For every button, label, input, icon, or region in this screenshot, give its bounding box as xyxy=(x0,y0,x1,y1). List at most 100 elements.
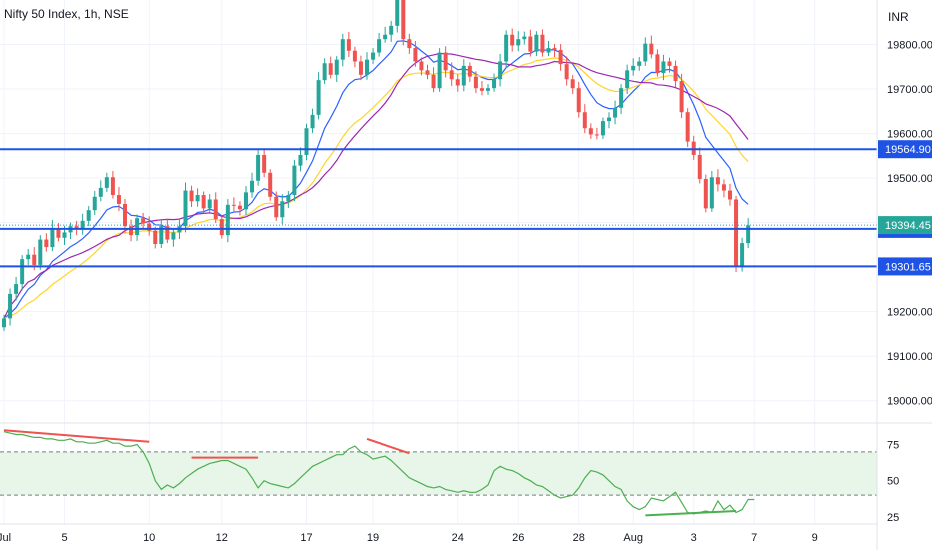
candle-body[interactable] xyxy=(740,243,745,267)
candle-body[interactable] xyxy=(667,61,672,66)
candle-body[interactable] xyxy=(613,107,618,118)
candle-body[interactable] xyxy=(340,39,345,60)
candle-body[interactable] xyxy=(98,187,103,197)
candle-body[interactable] xyxy=(147,223,152,231)
candle-body[interactable] xyxy=(661,61,666,74)
candle-body[interactable] xyxy=(56,227,61,238)
candle-body[interactable] xyxy=(62,232,67,238)
candle-body[interactable] xyxy=(679,81,684,113)
candle-body[interactable] xyxy=(225,204,230,236)
candle-body[interactable] xyxy=(377,39,382,53)
candle-body[interactable] xyxy=(728,190,732,200)
candle-body[interactable] xyxy=(274,196,279,218)
candle-body[interactable] xyxy=(171,232,176,240)
candle-body[interactable] xyxy=(625,70,630,89)
candle-body[interactable] xyxy=(607,117,611,122)
candle-body[interactable] xyxy=(383,34,388,40)
candles[interactable] xyxy=(2,0,751,331)
candle-body[interactable] xyxy=(643,43,648,62)
candle-body[interactable] xyxy=(286,195,291,202)
candle-body[interactable] xyxy=(552,48,557,50)
candle-body[interactable] xyxy=(401,0,406,40)
divergence-line[interactable] xyxy=(366,437,410,455)
candle-body[interactable] xyxy=(358,61,363,75)
candle-body[interactable] xyxy=(262,154,267,173)
candle-body[interactable] xyxy=(486,88,490,91)
currency-box[interactable] xyxy=(878,4,932,28)
candle-body[interactable] xyxy=(407,39,412,49)
candle-body[interactable] xyxy=(443,52,448,71)
candle-body[interactable] xyxy=(715,177,720,185)
candle-body[interactable] xyxy=(437,52,442,89)
candle-body[interactable] xyxy=(14,284,19,294)
candle-body[interactable] xyxy=(594,134,599,136)
candle-body[interactable] xyxy=(153,230,158,245)
candle-body[interactable] xyxy=(413,48,418,62)
candle-body[interactable] xyxy=(80,220,85,229)
candle-body[interactable] xyxy=(655,54,660,74)
candle-body[interactable] xyxy=(492,79,497,89)
candle-body[interactable] xyxy=(207,199,212,209)
candle-body[interactable] xyxy=(510,34,515,46)
candle-body[interactable] xyxy=(540,34,545,53)
candle-body[interactable] xyxy=(619,88,624,108)
candle-body[interactable] xyxy=(219,219,224,236)
candle-body[interactable] xyxy=(183,190,188,227)
horizontal-levels[interactable] xyxy=(0,148,877,268)
candle-body[interactable] xyxy=(637,61,642,66)
candle-body[interactable] xyxy=(431,74,436,89)
candle-body[interactable] xyxy=(649,43,654,55)
candle-body[interactable] xyxy=(159,226,164,245)
candle-body[interactable] xyxy=(734,199,739,267)
candle-body[interactable] xyxy=(697,154,702,179)
candle-body[interactable] xyxy=(135,218,140,236)
candle-body[interactable] xyxy=(268,172,273,197)
candle-body[interactable] xyxy=(237,205,242,210)
candle-body[interactable] xyxy=(304,128,309,155)
candle-body[interactable] xyxy=(26,254,31,260)
candle-body[interactable] xyxy=(467,65,472,77)
candle-body[interactable] xyxy=(582,112,587,129)
candle-body[interactable] xyxy=(365,59,369,75)
candle-body[interactable] xyxy=(20,259,25,285)
candle-body[interactable] xyxy=(231,204,236,206)
candle-body[interactable] xyxy=(50,227,55,248)
candle-body[interactable] xyxy=(298,154,303,166)
candle-body[interactable] xyxy=(280,201,285,218)
candle-body[interactable] xyxy=(110,177,115,196)
candle-body[interactable] xyxy=(703,178,708,209)
candle-body[interactable] xyxy=(461,65,466,86)
ema-fast-line[interactable] xyxy=(3,40,749,319)
candle-body[interactable] xyxy=(746,225,751,244)
candle-body[interactable] xyxy=(528,36,533,52)
candle-body[interactable] xyxy=(346,39,351,51)
candle-body[interactable] xyxy=(570,79,575,89)
candle-body[interactable] xyxy=(74,226,79,229)
candle-body[interactable] xyxy=(473,76,478,89)
candle-body[interactable] xyxy=(256,154,261,181)
candle-body[interactable] xyxy=(44,239,49,248)
candle-body[interactable] xyxy=(129,226,134,236)
candle-body[interactable] xyxy=(455,79,460,86)
candle-body[interactable] xyxy=(195,195,200,202)
candle-body[interactable] xyxy=(516,39,521,46)
candle-body[interactable] xyxy=(600,121,605,136)
candle-body[interactable] xyxy=(250,180,255,193)
rsi-line[interactable] xyxy=(3,431,755,515)
candle-body[interactable] xyxy=(449,70,454,80)
candle-body[interactable] xyxy=(86,210,91,221)
candle-body[interactable] xyxy=(631,65,636,71)
ema-mid-line[interactable] xyxy=(3,57,749,319)
candle-body[interactable] xyxy=(576,88,581,113)
candle-body[interactable] xyxy=(92,196,97,211)
candle-body[interactable] xyxy=(479,88,484,91)
candle-body[interactable] xyxy=(673,65,678,82)
candle-body[interactable] xyxy=(123,203,127,227)
ema-slow-line[interactable] xyxy=(3,52,749,319)
candle-body[interactable] xyxy=(292,165,297,196)
candle-body[interactable] xyxy=(419,61,424,71)
candle-body[interactable] xyxy=(104,177,109,188)
candle-body[interactable] xyxy=(201,195,206,209)
